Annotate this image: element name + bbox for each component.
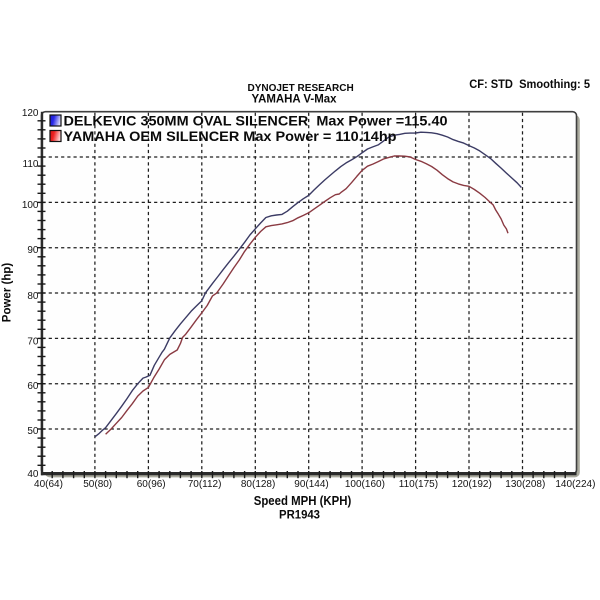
svg-text:110: 110: [23, 159, 39, 170]
svg-text:YAMAHA V-Max: YAMAHA V-Max: [252, 91, 337, 105]
svg-text:60: 60: [27, 381, 39, 392]
svg-text:Power (hp): Power (hp): [2, 263, 14, 323]
svg-text:90: 90: [27, 245, 39, 256]
svg-text:60(96): 60(96): [137, 479, 166, 490]
svg-text:90(144): 90(144): [294, 479, 328, 490]
svg-text:80(128): 80(128): [241, 479, 275, 490]
svg-text:140(224): 140(224): [555, 479, 595, 490]
svg-text:40(64): 40(64): [34, 479, 63, 490]
svg-text:50: 50: [27, 426, 39, 437]
svg-text:40: 40: [27, 469, 39, 480]
svg-text:120: 120: [22, 108, 39, 119]
svg-text:100(160): 100(160): [345, 479, 385, 490]
svg-text:70(112): 70(112): [188, 479, 222, 490]
svg-text:Speed MPH (KPH): Speed MPH (KPH): [254, 493, 352, 508]
svg-text:70: 70: [27, 336, 39, 347]
svg-text:DYNOJET RESEARCH: DYNOJET RESEARCH: [248, 83, 354, 94]
svg-text:110(175): 110(175): [399, 479, 438, 490]
svg-text:120(192): 120(192): [452, 479, 492, 490]
svg-text:50(80): 50(80): [83, 479, 112, 490]
svg-text:100: 100: [22, 200, 39, 211]
svg-text:YAMAHA OEM SILENCER Max Power: YAMAHA OEM SILENCER Max Power = 110.14hp: [64, 129, 397, 144]
svg-text:CF: STD Smoothing: 5: CF: STD Smoothing: 5: [469, 78, 590, 91]
svg-text:PR1943: PR1943: [279, 508, 320, 522]
svg-text:130(208): 130(208): [505, 479, 545, 490]
svg-text:80: 80: [27, 291, 39, 302]
svg-text:DELKEVIC 350MM OVAL SILENCER: DELKEVIC 350MM OVAL SILENCER Max Power =…: [64, 114, 448, 129]
